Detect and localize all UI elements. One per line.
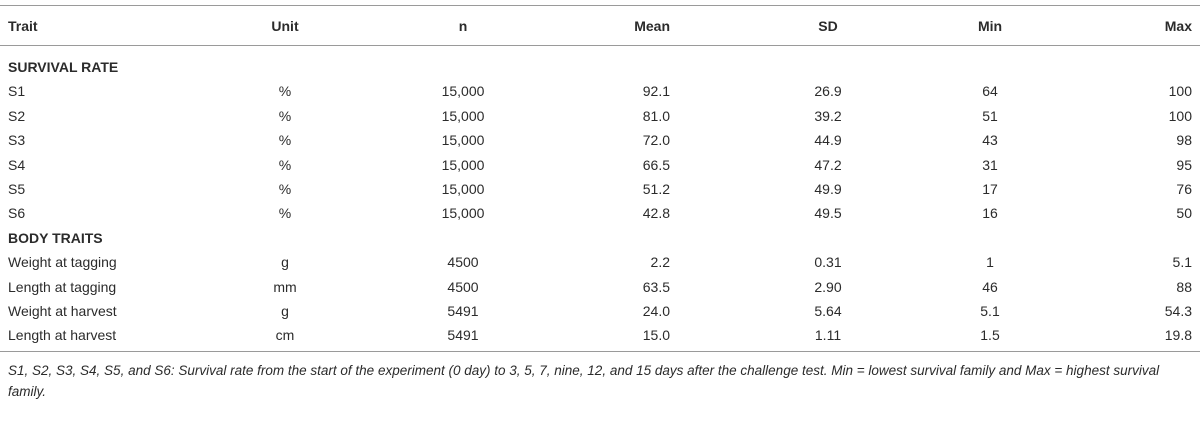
table-cell: 100 — [1168, 83, 1192, 100]
table-cell: 5.64 — [814, 303, 842, 319]
table-cell: 76 — [1176, 181, 1192, 197]
table-cell: 15,000 — [441, 83, 485, 100]
table-cell: 51 — [982, 107, 998, 124]
table-cell: % — [278, 107, 292, 124]
table-cell: cm — [275, 327, 295, 344]
table-cell: % — [278, 205, 292, 222]
row-label: S6 — [8, 205, 26, 222]
table-cell: 2.90 — [814, 278, 842, 295]
table-cell: 1 — [986, 254, 994, 271]
table-cell: 51.2 — [642, 181, 670, 197]
table-cell: 24.0 — [642, 303, 670, 319]
table-cell: 19.8 — [1164, 327, 1192, 344]
table-cell: % — [278, 156, 292, 173]
row-label: Weight at harvest — [8, 303, 117, 319]
column-header: Trait — [8, 18, 38, 34]
table-cell: 66.5 — [642, 156, 670, 173]
table-cell: 15,000 — [441, 156, 485, 173]
column-header: Unit — [271, 18, 299, 34]
table-cell: 17 — [982, 181, 998, 197]
table-cell: 1.5 — [980, 327, 1000, 344]
table-cell: 16 — [982, 205, 998, 222]
column-header: n — [458, 18, 468, 34]
table-cell: 72.0 — [642, 132, 670, 149]
table-cell: 39.2 — [814, 107, 842, 124]
table-cell: 46 — [982, 278, 998, 295]
table-cell: 100 — [1168, 107, 1192, 124]
table-cell: 44.9 — [814, 132, 842, 149]
table-cell: 88 — [1176, 278, 1192, 295]
table-cell: 0.31 — [814, 254, 842, 271]
table-cell: 50 — [1176, 205, 1192, 222]
table-cell: 5491 — [447, 327, 479, 344]
table-cell: 4500 — [447, 278, 479, 295]
column-header: Mean — [634, 18, 670, 34]
table-cell: 54.3 — [1164, 303, 1192, 319]
table-cell: 15,000 — [441, 107, 485, 124]
row-label: S1 — [8, 83, 26, 100]
column-header: Max — [1164, 18, 1192, 34]
column-header: Min — [977, 18, 1003, 34]
header-rule — [0, 45, 1200, 46]
table-cell: 49.5 — [814, 205, 842, 222]
row-label: S2 — [8, 107, 26, 124]
table-cell: 81.0 — [642, 107, 670, 124]
row-label: S3 — [8, 132, 26, 149]
table-cell: 26.9 — [814, 83, 842, 100]
table-cell: 5491 — [447, 303, 479, 319]
table-cell: 15,000 — [441, 132, 485, 149]
table-cell: 47.2 — [814, 156, 842, 173]
table-cell: 15,000 — [441, 205, 485, 222]
top-rule — [0, 5, 1200, 6]
table-cell: 5.1 — [980, 303, 1000, 319]
row-label: Length at tagging — [8, 278, 117, 295]
section-title: SURVIVAL RATE — [8, 59, 119, 75]
table-cell: 64 — [982, 83, 998, 100]
section-title: BODY TRAITS — [8, 229, 103, 246]
table-cell: 95 — [1176, 156, 1192, 173]
table-cell: 98 — [1176, 132, 1192, 149]
table-cell: g — [281, 254, 289, 271]
row-label: S4 — [8, 156, 26, 173]
row-label: Weight at tagging — [8, 254, 117, 271]
table-cell: 92.1 — [642, 83, 670, 100]
table-cell: 49.9 — [814, 181, 842, 197]
table-cell: 1.11 — [814, 327, 842, 344]
table-cell: 63.5 — [642, 278, 670, 295]
table-cell: g — [281, 303, 289, 319]
row-label: Length at harvest — [8, 327, 117, 344]
table-cell: 43 — [982, 132, 998, 149]
table-cell: 42.8 — [642, 205, 670, 222]
table-cell: 15.0 — [642, 327, 670, 344]
table-cell: 4500 — [447, 254, 479, 271]
table-cell: % — [278, 132, 292, 149]
table-cell: mm — [273, 278, 297, 295]
footnote: S1, S2, S3, S4, S5, and S6: Survival rat… — [8, 363, 1160, 399]
bottom-rule — [0, 351, 1200, 352]
table-cell: % — [278, 83, 292, 100]
table-cell: % — [278, 181, 292, 197]
table-cell: 31 — [982, 156, 998, 173]
table-cell: 2.2 — [650, 254, 670, 271]
row-label: S5 — [8, 181, 26, 197]
table-cell: 15,000 — [441, 181, 485, 197]
table-cell: 5.1 — [1172, 254, 1192, 271]
column-header: SD — [818, 18, 838, 34]
